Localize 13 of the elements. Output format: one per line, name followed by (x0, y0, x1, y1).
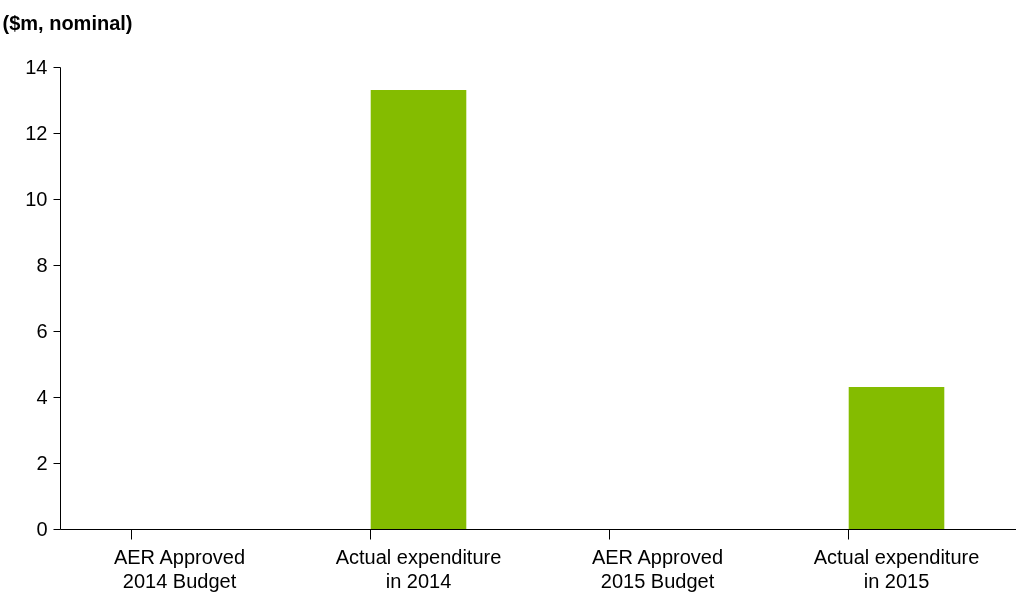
y-tick-label: 10 (25, 187, 48, 210)
y-tick-label: 2 (36, 451, 48, 474)
y-tick-label: 12 (25, 121, 48, 144)
x-tick-label: AER Approved 2014 Budget (113, 545, 246, 592)
x-tick-label: Actual expenditure in 2014 (335, 545, 502, 592)
y-axis-title: ($m, nominal) (2, 11, 133, 34)
y-tick-label: 6 (36, 319, 48, 342)
y-tick-label: 14 (25, 55, 48, 78)
y-tick-label: 0 (36, 517, 48, 540)
x-tick-label: AER Approved 2015 Budget (591, 545, 724, 592)
y-tick-label: 4 (36, 385, 48, 408)
y-tick-label: 8 (36, 253, 48, 276)
x-tick-label: Actual expenditure in 2015 (813, 545, 980, 592)
